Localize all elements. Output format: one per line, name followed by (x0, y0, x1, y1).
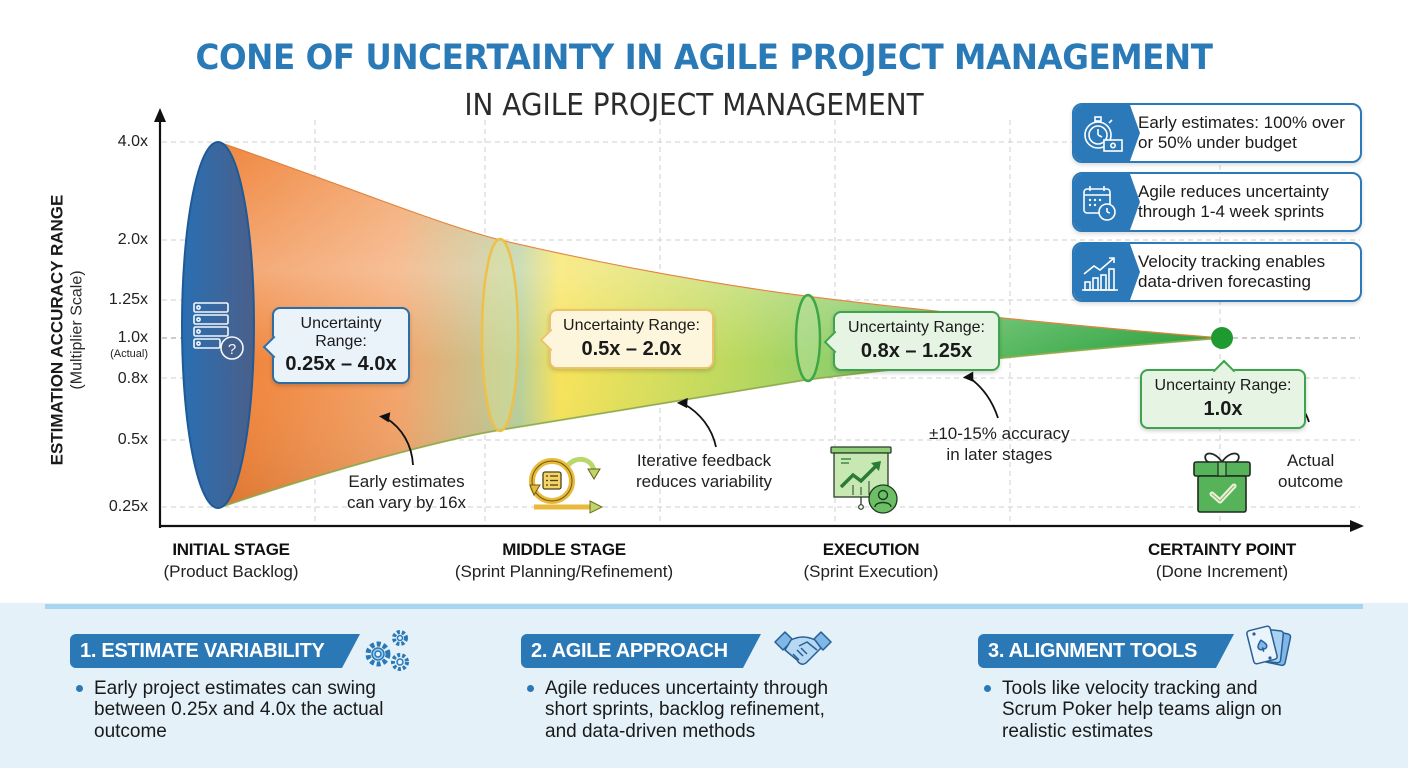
handshake-icon (774, 631, 832, 665)
stopwatch-money-icon (1074, 105, 1130, 161)
y-axis-subtitle: (Multiplier Scale) (68, 270, 86, 390)
section-heading: 1. ESTIMATE VARIABILITY (70, 634, 360, 668)
iteration-cycle-icon (529, 456, 604, 514)
backlog-question-icon: ? (193, 302, 244, 360)
info-card-velocity: Velocity tracking enables data-driven fo… (1072, 242, 1362, 302)
cone-chart: ? (154, 108, 1364, 532)
stage-middle: MIDDLE STAGE (Sprint Planning/Refinement… (454, 540, 674, 581)
presentation-growth-icon (830, 446, 898, 514)
page-subtitle: IN AGILE PROJECT MANAGEMENT (464, 88, 924, 123)
callout-initial-range: Uncertainty Range: 0.25x – 4.0x (272, 307, 410, 385)
callout-certainty-range: Uncertainty Range: 1.0x (1140, 369, 1306, 429)
page-title: CONE OF UNCERTAINTY IN AGILE PROJECT MAN… (195, 38, 1213, 78)
certainty-point-dot (1211, 327, 1233, 349)
callout-execution-range: Uncertainty Range: 0.8x – 1.25x (833, 311, 1000, 371)
stage-execution: EXECUTION (Sprint Execution) (803, 540, 939, 581)
info-card-agile-sprints: Agile reduces uncertainty through 1-4 we… (1072, 172, 1362, 232)
y-tick-actual-note: (Actual) (110, 348, 148, 360)
section-heading: 3. ALIGNMENT TOOLS (978, 634, 1234, 668)
annotation-iterative-feedback: Iterative feedback reduces variability (636, 451, 773, 491)
y-axis-label: ESTIMATION ACCURACY RANGE (Multiplier Sc… (47, 170, 87, 490)
bullet-icon (76, 685, 83, 692)
stage-initial: INITIAL STAGE (Product Backlog) (163, 540, 299, 581)
execution-stage-ring (794, 293, 822, 383)
section-estimate-variability: 1. ESTIMATE VARIABILITY Early project es… (70, 630, 470, 742)
annotation-early-estimates: Early estimates can vary by 16x (347, 472, 467, 512)
calendar-clock-icon (1074, 174, 1130, 230)
section-heading: 2. AGILE APPROACH (521, 634, 761, 668)
info-card-early-estimates: Early estimates: 100% over or 50% under … (1072, 103, 1362, 163)
playing-cards-icon (1246, 625, 1292, 667)
y-axis-title: ESTIMATION ACCURACY RANGE (47, 194, 67, 466)
growth-chart-icon (1074, 244, 1130, 300)
middle-stage-ring (480, 237, 520, 433)
section-text: Tools like velocity tracking and Scrum P… (978, 678, 1378, 742)
section-text: Early project estimates can swing betwee… (70, 678, 470, 742)
y-tick-2: 2.0x (117, 231, 148, 248)
gift-check-icon (1193, 452, 1251, 513)
gears-icon (365, 630, 409, 671)
bullet-icon (527, 685, 534, 692)
svg-text:?: ? (228, 341, 236, 358)
initial-stage-mouth (181, 141, 255, 509)
bullet-icon (984, 685, 991, 692)
y-tick-1-25: 1.25x (108, 291, 148, 308)
section-alignment-tools: 3. ALIGNMENT TOOLS Tools like velocity t… (978, 625, 1378, 742)
y-tick-0-25: 0.25x (108, 498, 148, 515)
section-agile-approach: 2. AGILE APPROACH Agile reduces uncertai… (521, 631, 921, 742)
annotation-accuracy: ±10-15% accuracy in later stages (929, 424, 1070, 464)
y-tick-1: 1.0x (117, 329, 148, 346)
y-tick-0-8: 0.8x (117, 370, 148, 387)
y-tick-0-5: 0.5x (117, 431, 148, 448)
section-text: Agile reduces uncertainty through short … (521, 678, 921, 742)
y-tick-4: 4.0x (117, 133, 148, 150)
callout-middle-range: Uncertainty Range: 0.5x – 2.0x (549, 309, 714, 369)
stage-certainty-point: CERTAINTY POINT (Done Increment) (1148, 540, 1296, 581)
bottom-summary-panel (0, 603, 1408, 768)
panel-divider (45, 604, 1363, 609)
annotation-actual-outcome: Actual outcome (1278, 451, 1344, 491)
